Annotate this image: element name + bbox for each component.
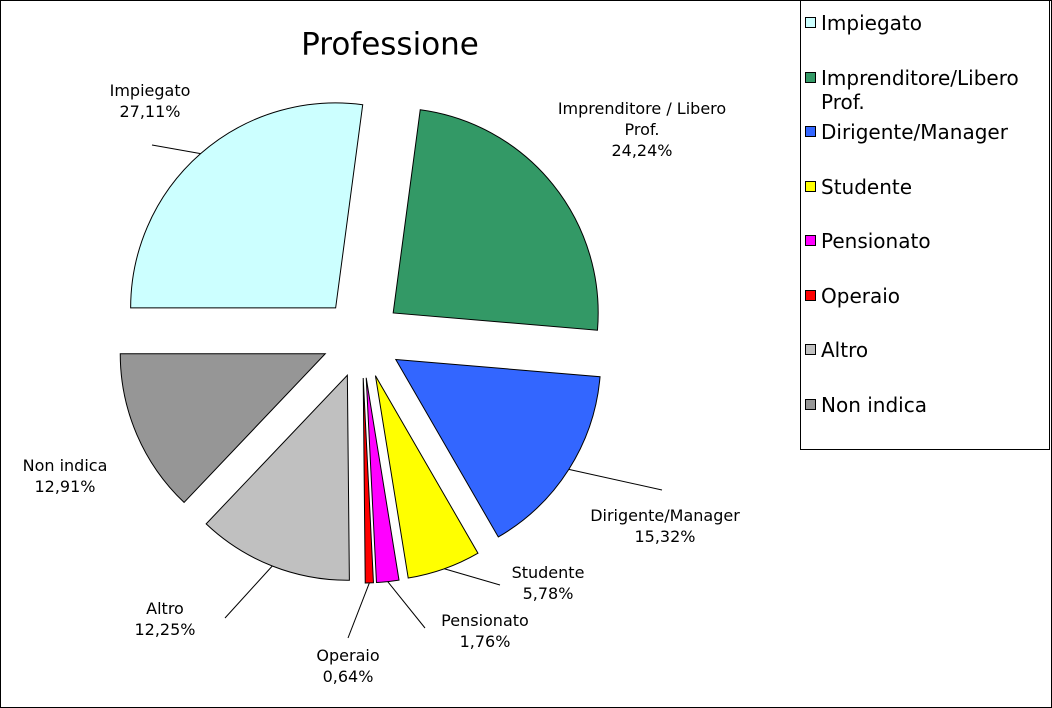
legend-label: Pensionato [821, 229, 931, 253]
slice-name: Pensionato [441, 611, 529, 630]
slice-label: Impiegato 27,11% [80, 80, 220, 122]
slice-name: Imprenditore / Libero Prof. [557, 99, 727, 139]
legend-label: Studente [821, 174, 913, 199]
legend-swatch [805, 126, 816, 137]
slice-name: Dirigente/Manager [590, 506, 740, 525]
leader-line [347, 582, 370, 639]
legend-entry: Non indica [805, 393, 1049, 417]
pie-slice [130, 102, 364, 309]
legend-label: Impiegato [821, 11, 922, 35]
legend-swatch [805, 344, 816, 355]
leader-line [444, 568, 501, 586]
slice-value: 12,91% [34, 477, 96, 496]
chart-title: Professione [301, 27, 479, 63]
slice-label: Studente 5,78% [498, 562, 598, 604]
legend-entry: Pensionato [805, 229, 1049, 253]
legend-entry: Studente [805, 175, 1049, 199]
pie-slice [119, 353, 327, 504]
slice-label: Altro 12,25% [115, 598, 215, 640]
pie-slice [392, 109, 599, 331]
slice-label: Operaio 0,64% [298, 645, 398, 687]
legend-swatch [805, 398, 816, 410]
slice-value: 1,76% [459, 632, 511, 651]
slice-name: Altro [146, 599, 184, 618]
slice-name: Impiegato [109, 81, 191, 100]
legend-swatch [805, 180, 816, 192]
legend-label: Dirigente/Manager [821, 120, 1008, 144]
slice-label: Imprenditore / Libero Prof. 24,24% [555, 98, 730, 161]
legend-entry: Imprenditore/Libero Prof. [805, 66, 1049, 114]
legend-label: Altro [821, 338, 869, 362]
leader-line [151, 144, 201, 155]
slice-value: 15,32% [634, 527, 696, 546]
leader-line [387, 581, 426, 629]
leader-line [568, 468, 663, 491]
pie-slice [394, 358, 601, 538]
legend-entry: Dirigente/Manager [805, 120, 1049, 144]
legend-entry: Impiegato [805, 11, 1049, 35]
leader-line [224, 565, 273, 619]
legend-label: Imprenditore/Libero Prof. [821, 65, 1019, 114]
slice-label: Dirigente/Manager 15,32% [565, 505, 765, 547]
slice-value: 27,11% [119, 102, 181, 121]
slice-value: 5,78% [522, 584, 574, 603]
legend-label: Operaio [821, 283, 901, 308]
legend-swatch [805, 235, 816, 246]
slice-name: Non indica [22, 456, 108, 475]
slice-value: 24,24% [611, 141, 673, 160]
pie-slice [374, 375, 479, 579]
slice-label: Non indica 12,91% [0, 455, 130, 497]
slice-value: 0,64% [322, 667, 374, 686]
legend-label: Non indica [821, 392, 927, 417]
slice-value: 12,25% [134, 620, 196, 639]
legend-swatch [805, 71, 816, 83]
slice-name: Operaio [316, 646, 380, 665]
slice-name: Studente [511, 563, 585, 582]
legend-entry: Operaio [805, 284, 1049, 308]
legend-swatch [805, 289, 816, 301]
slice-label: Pensionato 1,76% [420, 610, 550, 652]
legend-entry: Altro [805, 338, 1049, 362]
legend-swatch [805, 17, 816, 28]
legend: Impiegato Imprenditore/Libero Prof. Dirige… [800, 0, 1050, 450]
